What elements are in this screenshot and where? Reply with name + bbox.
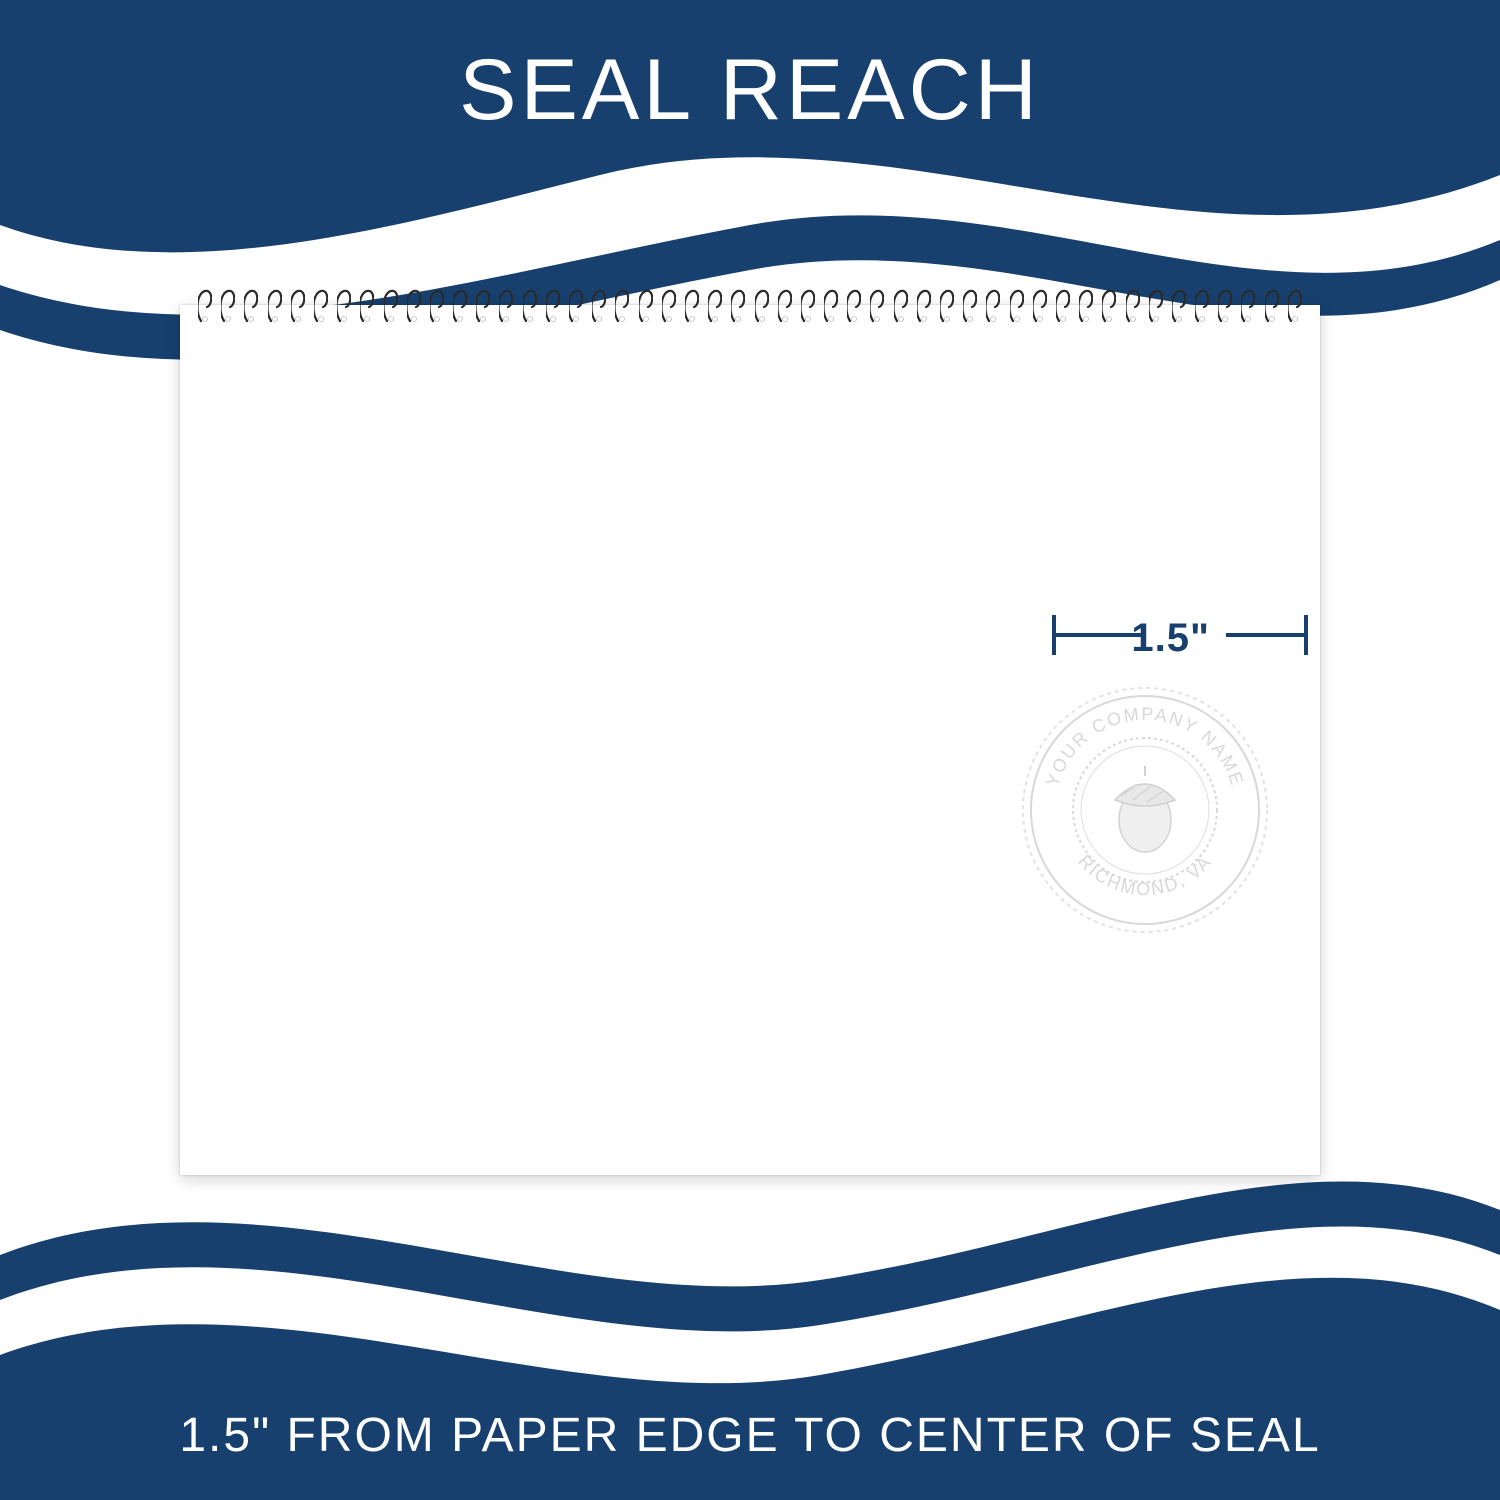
spiral-ring [453,289,467,323]
seal-bottom-text: RICHMOND, VA [1074,851,1215,899]
spiral-ring [1149,289,1163,323]
spiral-ring [1172,289,1186,323]
spiral-ring [1056,289,1070,323]
spiral-ring [1218,289,1232,323]
spiral-ring [569,289,583,323]
spiral-ring [894,289,908,323]
spiral-ring [615,289,629,323]
spiral-ring [592,289,606,323]
spiral-ring [847,289,861,323]
spiral-ring [360,289,374,323]
spiral-ring [430,289,444,323]
spiral-ring [268,289,282,323]
spiral-ring [685,289,699,323]
spiral-ring [546,289,560,323]
embossed-seal: YOUR COMPANY NAME RICHMOND, VA [1015,680,1275,940]
spiral-binding [198,289,1302,323]
spiral-ring [917,289,931,323]
spiral-ring [499,289,513,323]
spiral-ring [731,289,745,323]
spiral-ring [1033,289,1047,323]
spiral-ring [986,289,1000,323]
spiral-ring [523,289,537,323]
spiral-ring [1126,289,1140,323]
footer-text: 1.5" FROM PAPER EDGE TO CENTER OF SEAL [179,1408,1320,1463]
spiral-ring [1265,289,1279,323]
spiral-ring [824,289,838,323]
spiral-ring [778,289,792,323]
spiral-ring [198,289,212,323]
spiral-ring [1010,289,1024,323]
spiral-ring [708,289,722,323]
spiral-ring [1079,289,1093,323]
spiral-ring [963,289,977,323]
spiral-ring [662,289,676,323]
spiral-ring [221,289,235,323]
spiral-ring [1241,289,1255,323]
spiral-ring [801,289,815,323]
footer-band: 1.5" FROM PAPER EDGE TO CENTER OF SEAL [0,1370,1500,1500]
spiral-ring [639,289,653,323]
acorn-icon [1115,766,1175,852]
spiral-ring [1102,289,1116,323]
spiral-ring [870,289,884,323]
spiral-ring [314,289,328,323]
spiral-ring [337,289,351,323]
spiral-ring [755,289,769,323]
page-title: SEAL REACH [459,41,1041,140]
spiral-ring [291,289,305,323]
spiral-ring [244,289,258,323]
infographic-container: SEAL REACH 1.5" YOUR COMPANY NAME RICHMO… [0,0,1500,1500]
spiral-ring [1195,289,1209,323]
measurement-label: 1.5" [1131,616,1210,661]
spiral-ring [1288,289,1302,323]
spiral-ring [476,289,490,323]
spiral-ring [407,289,421,323]
spiral-ring [384,289,398,323]
header-band: SEAL REACH [0,0,1500,180]
spiral-ring [940,289,954,323]
